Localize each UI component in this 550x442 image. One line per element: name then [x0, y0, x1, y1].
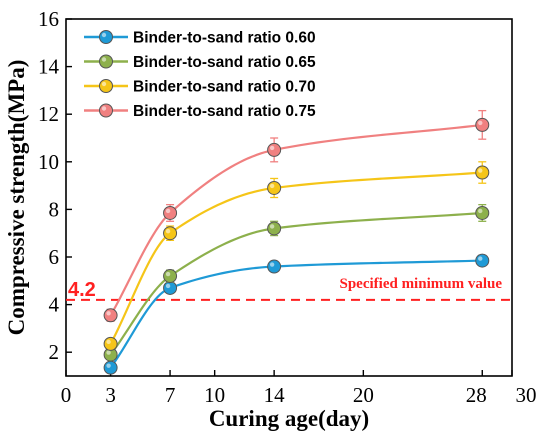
data-point	[163, 226, 178, 241]
y-tick-label: 10	[38, 150, 59, 174]
reference-line-label: Specified minimum value	[339, 276, 502, 292]
legend-label: Binder-to-sand ratio 0.70	[133, 79, 316, 96]
data-point	[267, 221, 282, 236]
legend-marker-highlight	[101, 106, 107, 111]
legend-label: Binder-to-sand ratio 0.60	[133, 30, 316, 47]
series-line	[109, 259, 483, 369]
legend-marker	[99, 103, 113, 118]
x-tick-label: 14	[264, 383, 286, 407]
legend-marker-highlight	[101, 32, 107, 38]
y-axis-title: Compressive strength(MPa)	[4, 60, 29, 336]
y-tick-label: 14	[38, 55, 60, 79]
x-tick-label: 30	[516, 383, 537, 407]
data-point-highlight	[165, 283, 171, 289]
data-point	[103, 336, 118, 351]
x-tick-label: 0	[61, 383, 72, 407]
series-3	[103, 109, 490, 323]
data-point	[163, 269, 178, 284]
legend-item-3: Binder-to-sand ratio 0.75	[84, 103, 316, 120]
y-tick-label: 8	[49, 197, 60, 221]
x-tick-label: 10	[204, 383, 225, 407]
series-line	[109, 211, 483, 356]
legend-item-2: Binder-to-sand ratio 0.70	[84, 79, 316, 96]
data-point-highlight	[478, 120, 483, 126]
plot-frame	[65, 18, 513, 377]
reference-line-group: 4.2 Specified minimum value	[66, 276, 512, 301]
x-tick-label: 7	[165, 383, 176, 407]
y-tick-label: 4	[49, 293, 60, 317]
data-point	[267, 259, 282, 274]
data-point	[475, 165, 490, 180]
legend-item-1: Binder-to-sand ratio 0.65	[84, 54, 316, 71]
data-point-highlight	[165, 271, 171, 277]
series-0	[103, 253, 490, 375]
data-point-highlight	[269, 145, 275, 151]
legend-marker	[99, 79, 113, 93]
data-point-highlight	[165, 229, 171, 234]
legend-item-0: Binder-to-sand ratio 0.60	[84, 30, 316, 47]
data-point	[475, 117, 490, 132]
data-point	[267, 180, 282, 195]
legend-label: Binder-to-sand ratio 0.75	[133, 103, 316, 120]
data-point	[103, 360, 118, 375]
y-tick-label: 2	[49, 340, 60, 364]
y-tick-label: 16	[38, 7, 59, 31]
legend-marker	[99, 30, 113, 44]
data-point-highlight	[106, 350, 111, 355]
data-point-highlight	[269, 262, 275, 267]
data-point	[103, 308, 118, 323]
series-1	[103, 203, 490, 362]
data-point	[267, 142, 282, 157]
data-point-highlight	[478, 256, 483, 261]
x-tick-label: 20	[353, 383, 374, 407]
y-tick-label: 6	[49, 245, 60, 269]
data-point	[475, 205, 490, 220]
legend-marker-highlight	[101, 81, 107, 87]
data-point-highlight	[269, 224, 275, 229]
data-point-highlight	[478, 208, 483, 214]
data-point-highlight	[269, 183, 275, 189]
data-point-highlight	[478, 168, 483, 173]
legend-label: Binder-to-sand ratio 0.65	[133, 54, 316, 71]
axes: 0 3 7 10 14 20 28 30 2 4 6 8 10 12 14 16	[38, 7, 537, 407]
data-point	[163, 280, 178, 295]
y-tick-label: 12	[38, 102, 59, 126]
x-tick-label: 3	[105, 383, 116, 407]
series-line	[109, 123, 483, 316]
series-group	[103, 109, 490, 375]
data-point-highlight	[106, 311, 111, 316]
data-point	[475, 253, 490, 268]
data-point-highlight	[106, 339, 111, 345]
legend-marker	[99, 54, 113, 69]
data-point-highlight	[165, 208, 171, 214]
reference-value-label: 4.2	[68, 279, 96, 301]
x-tick-label: 28	[466, 383, 487, 407]
legend: Binder-to-sand ratio 0.60 Binder-to-sand …	[84, 30, 316, 120]
legend-marker-highlight	[101, 57, 107, 62]
series-2	[103, 161, 490, 351]
data-point	[163, 205, 178, 220]
data-point-highlight	[106, 363, 111, 368]
series-line	[109, 171, 483, 345]
x-axis-title: Curing age(day)	[209, 406, 369, 431]
